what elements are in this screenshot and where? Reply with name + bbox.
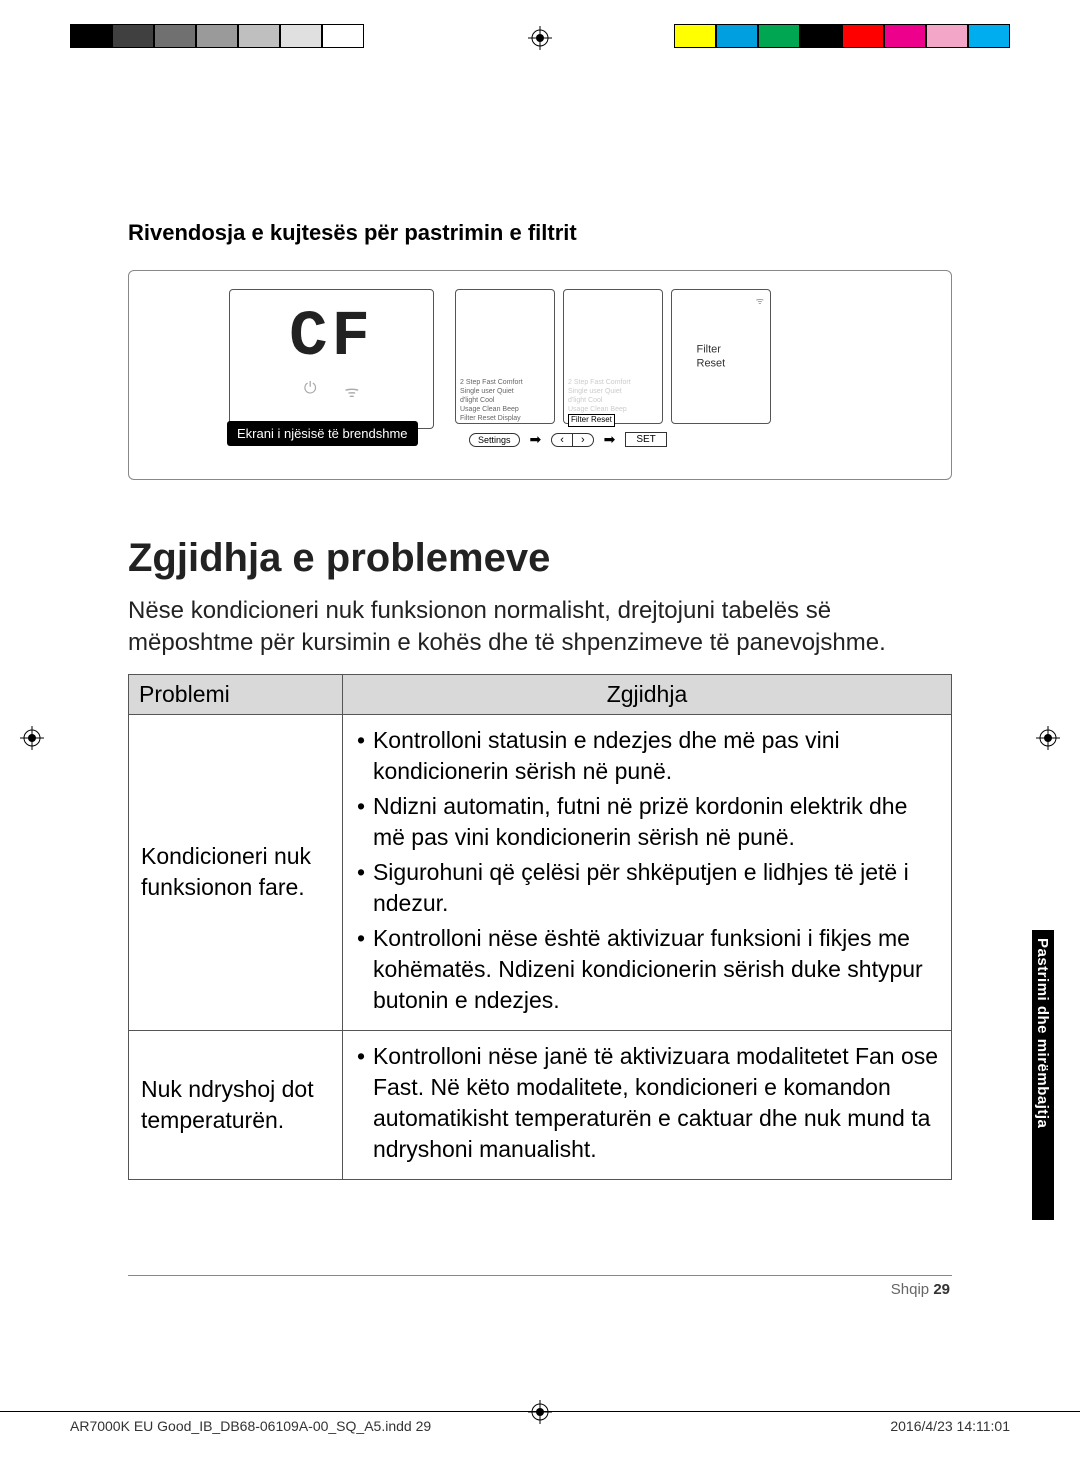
- color-swatch: [926, 24, 968, 48]
- registration-mark-icon: [1036, 726, 1060, 750]
- table-header-solution: Zgjidhja: [342, 674, 951, 714]
- page-number: Shqip 29: [891, 1281, 950, 1298]
- color-swatch: [800, 24, 842, 48]
- remote-panel-2: 2 Step Fast ComfortSingle user Quietd'li…: [563, 289, 663, 424]
- registration-mark-icon: [528, 26, 552, 50]
- chevron-right-icon[interactable]: ›: [573, 434, 593, 446]
- solution-item: Kontrolloni nëse janë të aktivizuara mod…: [373, 1041, 939, 1165]
- remote-option-line: Single user Quiet: [568, 387, 658, 396]
- remote-option-line: d'light Cool: [568, 396, 658, 405]
- solution-cell: Kontrolloni statusin e ndezjes dhe më pa…: [342, 714, 951, 1030]
- print-footer: AR7000K EU Good_IB_DB68-06109A-00_SQ_A5.…: [0, 1411, 1080, 1434]
- color-swatch: [758, 24, 800, 48]
- registration-mark-icon: [20, 726, 44, 750]
- problem-cell: Kondicioneri nuk funksionon fare.: [129, 714, 343, 1030]
- section-subtitle: Rivendosja e kujtesës për pastrimin e fi…: [128, 220, 952, 246]
- troubleshooting-table: Problemi Zgjidhja Kondicioneri nuk funks…: [128, 674, 952, 1181]
- remote-panel-1: 2 Step Fast ComfortSingle user Quietd'li…: [455, 289, 555, 424]
- signal-icon: ᯤ: [756, 296, 764, 308]
- remote-button-row: Settings ➡ ‹ › ➡ SET: [469, 431, 667, 448]
- footer-filename: AR7000K EU Good_IB_DB68-06109A-00_SQ_A5.…: [70, 1418, 431, 1434]
- color-swatch: [716, 24, 758, 48]
- filter-reset-label: Filter Reset: [697, 342, 746, 371]
- wifi-icon: ᯤ: [345, 380, 360, 402]
- footer-timestamp: 2016/4/23 14:11:01: [890, 1418, 1010, 1434]
- color-swatch: [842, 24, 884, 48]
- remote-option-line: d'light Cool: [460, 396, 550, 405]
- color-swatch: [322, 24, 364, 48]
- registration-mark-icon: [528, 1400, 552, 1424]
- chevron-left-icon[interactable]: ‹: [552, 434, 573, 446]
- table-header-problem: Problemi: [129, 674, 343, 714]
- color-swatch: [280, 24, 322, 48]
- remote-option-line: 2 Step Fast Comfort: [460, 378, 550, 387]
- color-swatch: [154, 24, 196, 48]
- color-swatch: [70, 24, 112, 48]
- remote-option-line: Filter Reset: [568, 414, 658, 426]
- page-title: Zgjidhja e problemeve: [128, 536, 952, 581]
- problem-cell: Nuk ndryshoj dot temperaturën.: [129, 1031, 343, 1180]
- solution-item: Sigurohuni që çelësi për shkëputjen e li…: [373, 857, 939, 919]
- filter-reset-highlight: Filter Reset: [568, 414, 615, 426]
- remote-panel-3: ᯤ Filter Reset: [671, 289, 771, 424]
- solution-item: Ndizni automatin, futni në prizë kordoni…: [373, 791, 939, 853]
- color-swatch: [884, 24, 926, 48]
- remote-option-line: Single user Quiet: [460, 387, 550, 396]
- arrow-right-icon: ➡: [604, 431, 616, 448]
- color-swatch: [112, 24, 154, 48]
- solution-item: Kontrolloni nëse është aktivizuar funksi…: [373, 923, 939, 1016]
- intro-text: Nëse kondicioneri nuk funksionon normali…: [128, 595, 952, 660]
- remote-option-line: Usage Clean Beep: [568, 405, 658, 414]
- page-divider: [128, 1275, 952, 1276]
- power-icon: ⏻: [304, 380, 317, 402]
- section-tab-label: Pastrimi dhe mirëmbajtja: [1034, 938, 1051, 1128]
- solution-item: Kontrolloni statusin e ndezjes dhe më pa…: [373, 725, 939, 787]
- table-row: Kondicioneri nuk funksionon fare. Kontrol…: [129, 714, 952, 1030]
- remote-option-line: Filter Reset Display: [460, 414, 550, 423]
- color-swatch: [674, 24, 716, 48]
- set-button[interactable]: SET: [625, 432, 666, 447]
- color-swatch: [968, 24, 1010, 48]
- color-swatch: [196, 24, 238, 48]
- solution-cell: Kontrolloni nëse janë të aktivizuara mod…: [342, 1031, 951, 1180]
- remote-option-line: Usage Clean Beep: [460, 405, 550, 414]
- color-swatch: [238, 24, 280, 48]
- indoor-unit-label: Ekrani i njësisë të brendshme: [227, 421, 418, 446]
- table-row: Nuk ndryshoj dot temperaturën.Kontrollon…: [129, 1031, 952, 1180]
- arrow-right-icon: ➡: [530, 431, 542, 448]
- segment-display: CF: [230, 302, 433, 374]
- indoor-unit-display: CF ⏻ ᯤ: [229, 289, 434, 429]
- remote-option-line: 2 Step Fast Comfort: [568, 378, 658, 387]
- settings-button[interactable]: Settings: [469, 433, 520, 447]
- filter-reset-diagram: CF ⏻ ᯤ Ekrani i njësisë të brendshme 2 S…: [128, 270, 952, 480]
- nav-buttons[interactable]: ‹ ›: [551, 433, 593, 447]
